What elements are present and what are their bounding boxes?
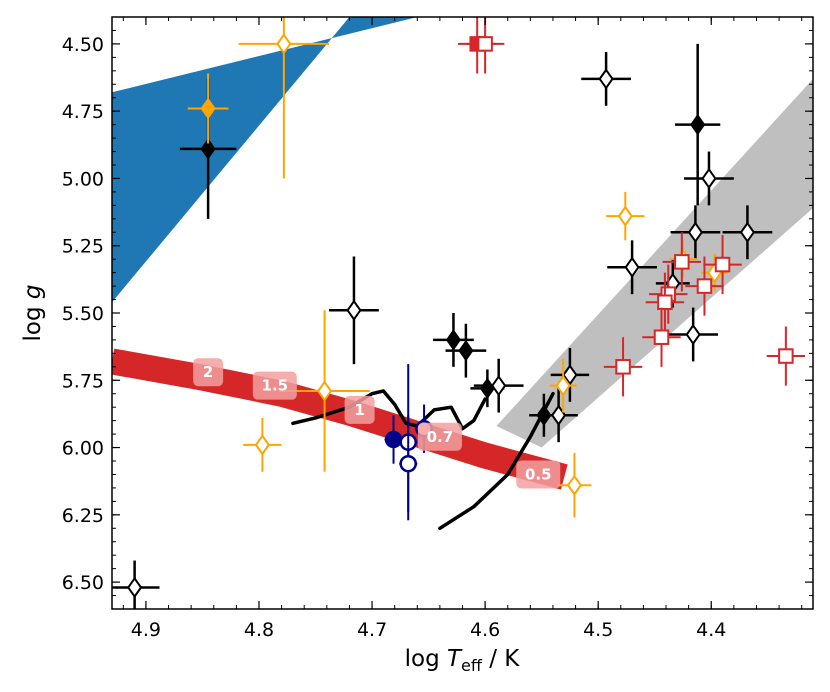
- data-marker: [685, 323, 701, 346]
- y-tick-label: 6.25: [62, 505, 104, 527]
- data-marker: [458, 339, 474, 362]
- y-tick-label: 4.75: [62, 101, 104, 123]
- y-axis-label: log g: [20, 285, 46, 342]
- data-marker: [491, 374, 507, 397]
- data-marker: [445, 329, 462, 351]
- y-tick-label: 5.25: [62, 236, 104, 258]
- mass-labels: 2 1.5 1 0.7 0.5: [193, 358, 561, 489]
- data-marker: [674, 254, 690, 270]
- data-marker: [200, 97, 216, 120]
- data-marker: [479, 377, 495, 400]
- data-marker: [701, 167, 717, 190]
- data-marker: [687, 221, 704, 244]
- mass-label-box: [344, 395, 375, 424]
- data-marker: [555, 374, 571, 397]
- x-tick-label: 4.5: [583, 619, 613, 641]
- data-marker: [276, 33, 292, 55]
- data-marker: [384, 430, 403, 449]
- gray-region: [496, 78, 813, 448]
- data-marker: [566, 474, 583, 496]
- blue-region: [112, 17, 418, 303]
- mass-label-box: [252, 371, 297, 400]
- y-tick-label: 5.00: [62, 168, 104, 190]
- data-marker: [657, 294, 673, 310]
- data-marker: [127, 576, 143, 599]
- data-marker: [778, 348, 794, 364]
- axis-ticks: 4.9 4.8 4.7 4.6 4.5 4.4 4.50 4.75 5.00 5.25 5.50 5.…: [62, 17, 813, 641]
- x-tick-label: 4.6: [470, 619, 500, 641]
- y-tick-label: 6.50: [62, 572, 104, 594]
- data-marker: [714, 256, 731, 273]
- mass-label: 1.5: [262, 377, 289, 395]
- y-tick-label: 4.50: [62, 34, 104, 56]
- y-tick-label: 6.00: [62, 438, 104, 460]
- data-marker: [346, 299, 362, 322]
- data-marker: [316, 380, 333, 402]
- mass-label: 2: [203, 363, 213, 381]
- x-tick-label: 4.9: [131, 619, 161, 641]
- x-axis-label: log Teff / K: [405, 646, 521, 675]
- data-marker: [598, 68, 614, 90]
- mass-label-box: [193, 358, 224, 387]
- x-tick-label: 4.7: [357, 619, 387, 641]
- data-marker: [477, 36, 493, 52]
- y-tick-label: 5.75: [62, 370, 104, 392]
- data-marker: [696, 278, 713, 294]
- data-marker: [624, 256, 640, 278]
- data-marker: [739, 221, 756, 244]
- data-marker: [399, 454, 417, 473]
- x-tick-label: 4.4: [696, 619, 726, 641]
- y-tick-label: 5.50: [62, 303, 104, 325]
- data-marker: [562, 364, 578, 386]
- mass-label-box: [516, 460, 561, 489]
- bands: [112, 17, 813, 448]
- x-tick-label: 4.8: [244, 619, 274, 641]
- mass-label-box: [417, 422, 462, 451]
- data-marker: [200, 138, 216, 160]
- data-marker: [254, 434, 270, 456]
- data-marker: [617, 205, 633, 227]
- mass-label: 0.7: [427, 428, 454, 446]
- data-marker: [615, 359, 631, 375]
- mass-label: 0.5: [525, 465, 552, 483]
- data-marker: [653, 329, 670, 345]
- mass-label: 1: [354, 401, 364, 419]
- data-marker: [690, 113, 706, 136]
